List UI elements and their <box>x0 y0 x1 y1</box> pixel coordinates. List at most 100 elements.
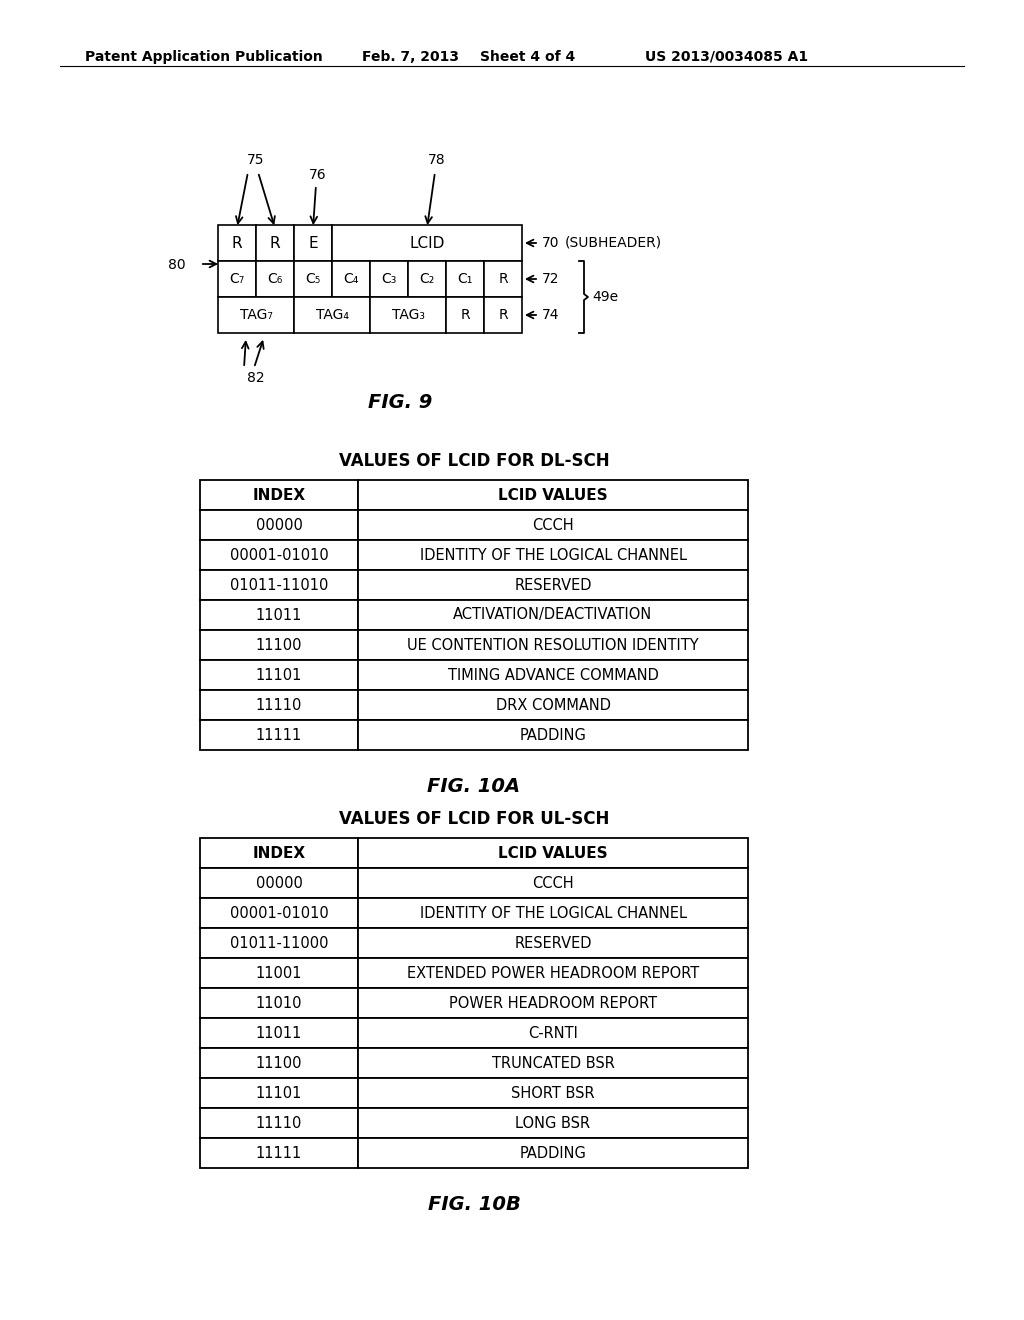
Text: 11010: 11010 <box>256 995 302 1011</box>
Text: C-RNTI: C-RNTI <box>528 1026 578 1040</box>
Bar <box>218 224 256 261</box>
Text: CCCH: CCCH <box>532 875 573 891</box>
Text: 01011-11010: 01011-11010 <box>229 578 328 593</box>
Text: PADDING: PADDING <box>519 1146 587 1160</box>
Text: 00000: 00000 <box>256 517 302 532</box>
Bar <box>200 719 358 750</box>
Bar <box>484 297 522 333</box>
Bar <box>200 987 358 1018</box>
Text: 11011: 11011 <box>256 607 302 623</box>
Bar <box>358 1048 748 1078</box>
Bar <box>200 1138 358 1168</box>
Text: UE CONTENTION RESOLUTION IDENTITY: UE CONTENTION RESOLUTION IDENTITY <box>408 638 698 652</box>
Bar <box>446 261 484 297</box>
Text: TAG₄: TAG₄ <box>315 308 348 322</box>
Bar <box>358 540 748 570</box>
Bar <box>358 987 748 1018</box>
Bar <box>484 261 522 297</box>
Bar <box>294 224 332 261</box>
Bar <box>370 261 408 297</box>
Text: 76: 76 <box>309 168 327 182</box>
Text: VALUES OF LCID FOR UL-SCH: VALUES OF LCID FOR UL-SCH <box>339 810 609 828</box>
Bar <box>200 480 358 510</box>
Text: 00001-01010: 00001-01010 <box>229 548 329 562</box>
Bar <box>358 570 748 601</box>
Text: 75: 75 <box>247 153 265 168</box>
Text: LCID VALUES: LCID VALUES <box>499 846 608 861</box>
Text: R: R <box>499 272 508 286</box>
Text: ACTIVATION/DEACTIVATION: ACTIVATION/DEACTIVATION <box>454 607 652 623</box>
Bar <box>256 224 294 261</box>
Text: 11100: 11100 <box>256 1056 302 1071</box>
Bar <box>200 570 358 601</box>
Text: R: R <box>460 308 470 322</box>
Text: INDEX: INDEX <box>253 846 305 861</box>
Bar <box>200 869 358 898</box>
Bar <box>358 630 748 660</box>
Text: E: E <box>308 235 317 251</box>
Bar <box>358 928 748 958</box>
Text: 00000: 00000 <box>256 875 302 891</box>
Bar <box>358 1107 748 1138</box>
Text: RESERVED: RESERVED <box>514 936 592 950</box>
Text: INDEX: INDEX <box>253 487 305 503</box>
Text: 11101: 11101 <box>256 1085 302 1101</box>
Text: 74: 74 <box>542 308 559 322</box>
Text: R: R <box>231 235 243 251</box>
Text: 80: 80 <box>168 257 186 272</box>
Text: C₇: C₇ <box>229 272 245 286</box>
Text: TAG₃: TAG₃ <box>391 308 425 322</box>
Text: C₃: C₃ <box>381 272 396 286</box>
Bar <box>358 660 748 690</box>
Bar <box>200 690 358 719</box>
Text: FIG. 10A: FIG. 10A <box>427 776 520 796</box>
Text: Feb. 7, 2013: Feb. 7, 2013 <box>362 50 459 63</box>
Text: 11111: 11111 <box>256 1146 302 1160</box>
Text: 11110: 11110 <box>256 1115 302 1130</box>
Text: 72: 72 <box>542 272 559 286</box>
Bar <box>294 297 370 333</box>
Bar <box>408 261 446 297</box>
Text: TAG₇: TAG₇ <box>240 308 272 322</box>
Bar <box>200 928 358 958</box>
Text: TIMING ADVANCE COMMAND: TIMING ADVANCE COMMAND <box>447 668 658 682</box>
Text: 11111: 11111 <box>256 727 302 742</box>
Bar <box>358 719 748 750</box>
Bar <box>332 224 522 261</box>
Text: 11110: 11110 <box>256 697 302 713</box>
Text: VALUES OF LCID FOR DL-SCH: VALUES OF LCID FOR DL-SCH <box>339 451 609 470</box>
Bar <box>218 297 294 333</box>
Text: C₆: C₆ <box>267 272 283 286</box>
Text: 11101: 11101 <box>256 668 302 682</box>
Bar <box>446 297 484 333</box>
Text: PADDING: PADDING <box>519 727 587 742</box>
Text: 11001: 11001 <box>256 965 302 981</box>
Bar <box>358 601 748 630</box>
Text: FIG. 9: FIG. 9 <box>368 393 432 412</box>
Text: C₄: C₄ <box>343 272 358 286</box>
Text: 11100: 11100 <box>256 638 302 652</box>
Text: Sheet 4 of 4: Sheet 4 of 4 <box>480 50 575 63</box>
Text: DRX COMMAND: DRX COMMAND <box>496 697 610 713</box>
Bar <box>200 510 358 540</box>
Bar <box>358 958 748 987</box>
Bar <box>358 1078 748 1107</box>
Bar <box>358 869 748 898</box>
Bar <box>358 898 748 928</box>
Text: 82: 82 <box>247 371 265 385</box>
Text: IDENTITY OF THE LOGICAL CHANNEL: IDENTITY OF THE LOGICAL CHANNEL <box>420 548 686 562</box>
Bar <box>200 958 358 987</box>
Text: R: R <box>499 308 508 322</box>
Text: 70: 70 <box>542 236 559 249</box>
Text: 00001-01010: 00001-01010 <box>229 906 329 920</box>
Text: Patent Application Publication: Patent Application Publication <box>85 50 323 63</box>
Bar <box>358 690 748 719</box>
Bar <box>256 261 294 297</box>
Bar <box>200 1018 358 1048</box>
Bar <box>200 601 358 630</box>
Bar <box>358 1138 748 1168</box>
Text: IDENTITY OF THE LOGICAL CHANNEL: IDENTITY OF THE LOGICAL CHANNEL <box>420 906 686 920</box>
Bar <box>332 261 370 297</box>
Text: R: R <box>269 235 281 251</box>
Text: LCID: LCID <box>410 235 444 251</box>
